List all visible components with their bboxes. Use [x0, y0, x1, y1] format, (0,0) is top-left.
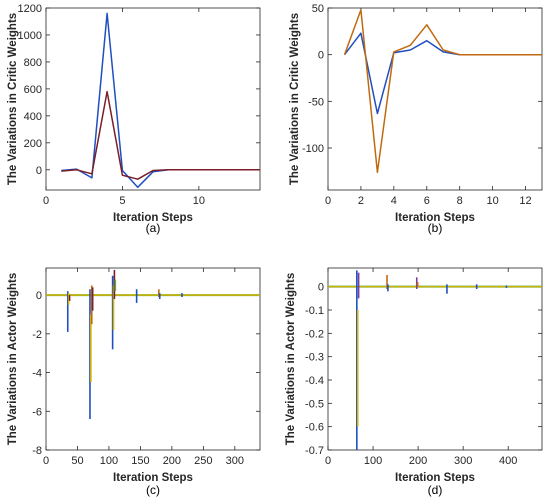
chart-0: 0 5 10 0 200 400 600 800 1000 1200 Iteration Steps…: [7, 3, 261, 235]
x-tick-label: 0: [325, 455, 331, 467]
y-tick-label: 1200: [18, 3, 42, 15]
y-tick-label: -0.1: [305, 305, 324, 317]
y-tick-label: -8: [32, 445, 42, 457]
x-tick-label: 8: [457, 195, 463, 207]
y-tick-label: 400: [24, 111, 42, 123]
panel-caption: (c): [146, 483, 160, 497]
x-tick-label: 2: [358, 195, 364, 207]
x-tick-label: 200: [409, 455, 427, 467]
x-tick-label: 12: [519, 195, 531, 207]
series-line-1: [343, 9, 542, 174]
y-tick-label: -0.6: [305, 422, 324, 434]
x-tick-label: 100: [364, 455, 382, 467]
y-tick-label: 600: [24, 84, 42, 96]
y-axis-label: The Variations in Actor Weights: [7, 273, 19, 446]
y-tick-label: -0.2: [305, 328, 324, 340]
series-line-0: [343, 32, 542, 115]
x-tick-label: 4: [391, 195, 397, 207]
series-line-0: [61, 12, 260, 189]
y-tick-label: 800: [24, 57, 42, 69]
chart-2: 0 50 100 150 200 250 300 -8 -6 -4 -2 0 Iteration Ste…: [7, 267, 261, 497]
y-tick-label: -4: [32, 368, 42, 380]
y-tick-label: -0.5: [305, 398, 324, 410]
x-axis-label: Iteration Steps: [395, 472, 475, 484]
x-axis-label: Iteration Steps: [395, 212, 475, 224]
y-tick-label: 0: [318, 282, 324, 294]
y-tick-label: 0: [318, 50, 324, 62]
panel-caption: (b): [428, 221, 443, 235]
x-tick-label: 250: [194, 455, 212, 467]
x-tick-label: 6: [424, 195, 430, 207]
plot-frame: [327, 267, 543, 451]
x-tick-label: 0: [43, 195, 49, 207]
x-axis-label: Iteration Steps: [113, 472, 193, 484]
x-tick-label: 300: [226, 455, 244, 467]
y-tick-label: -2: [32, 329, 42, 341]
x-tick-label: 300: [454, 455, 472, 467]
x-axis-label: Iteration Steps: [113, 212, 193, 224]
series-line-1: [61, 90, 260, 180]
y-tick-label: -50: [308, 96, 324, 108]
x-tick-label: 50: [71, 455, 83, 467]
y-tick-label: -6: [32, 406, 42, 418]
x-tick-label: 200: [163, 455, 181, 467]
y-tick-label: 0: [36, 165, 42, 177]
x-tick-label: 10: [486, 195, 498, 207]
x-tick-label: 400: [499, 455, 517, 467]
y-tick-label: -0.4: [305, 375, 324, 387]
y-tick-label: 0: [36, 290, 42, 302]
chart-3: 0 100 200 300 400 -0.7 -0.6 -0.5 -0.4 -0.3 -0.2 -0.…: [285, 267, 543, 497]
y-tick-label: -0.7: [305, 445, 324, 457]
y-tick-label: -0.3: [305, 352, 324, 364]
plot-frame: [45, 7, 261, 191]
y-tick-label: 200: [24, 138, 42, 150]
x-tick-label: 5: [119, 195, 125, 207]
panel-caption: (d): [428, 483, 443, 497]
panel-caption: (a): [146, 221, 161, 235]
y-tick-label: 1000: [18, 30, 42, 42]
x-tick-label: 150: [131, 455, 149, 467]
x-tick-label: 100: [100, 455, 118, 467]
chart-1: 0 2 4 6 8 10 12 -100 -50 0 50 Iteration Steps The Va…: [289, 3, 543, 235]
y-axis-label: The Variations in Critic Weights: [289, 13, 301, 185]
x-tick-label: 0: [325, 195, 331, 207]
x-tick-label: 0: [43, 455, 49, 467]
y-tick-label: -100: [302, 143, 324, 155]
x-tick-label: 10: [193, 195, 205, 207]
plot-frame: [327, 7, 543, 191]
y-axis-label: The Variations in Actor Weights: [285, 273, 297, 446]
y-tick-label: 50: [312, 3, 324, 15]
y-axis-label: The Variations in Critic Weights: [7, 13, 19, 185]
plot-frame: [45, 267, 261, 451]
